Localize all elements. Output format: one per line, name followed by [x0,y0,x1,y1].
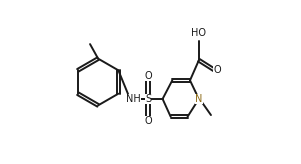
Text: S: S [145,94,151,104]
Text: N: N [195,94,203,104]
Text: O: O [144,71,152,81]
Text: O: O [213,65,221,75]
Text: O: O [144,116,152,126]
Text: HO: HO [191,28,206,38]
Text: NH: NH [126,94,141,104]
